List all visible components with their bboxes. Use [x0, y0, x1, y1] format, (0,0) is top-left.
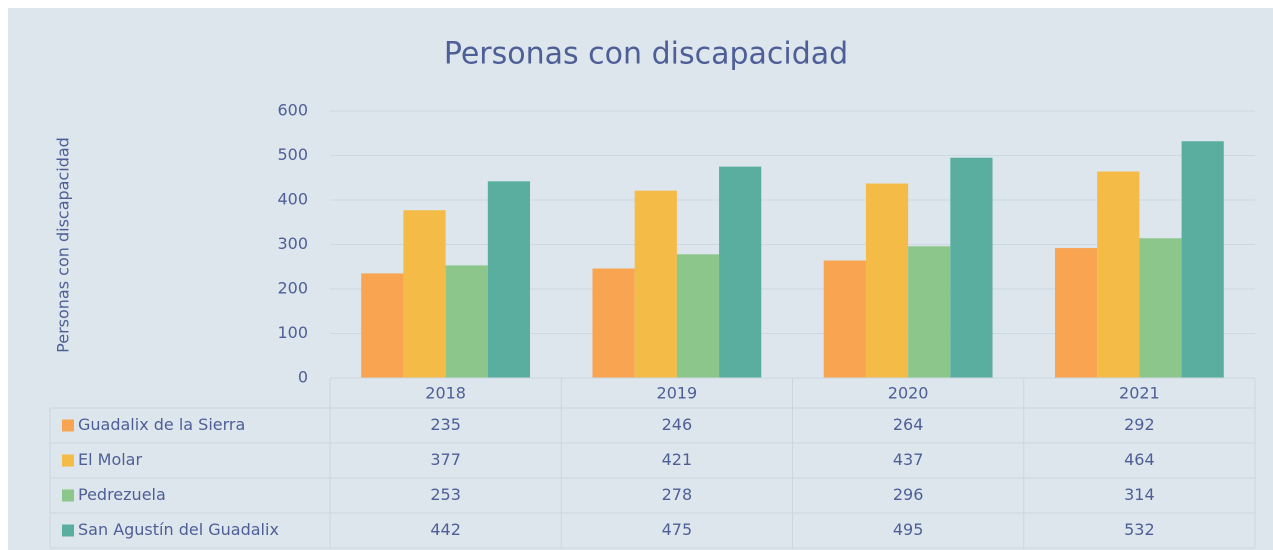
legend-swatch	[62, 489, 74, 502]
table-cell: 235	[430, 415, 461, 434]
bar	[445, 265, 488, 378]
table-cell: 246	[662, 415, 693, 434]
y-tick-label: 200	[277, 279, 308, 298]
table-cell: 292	[1124, 415, 1155, 434]
table-cell: 264	[893, 415, 924, 434]
table-cell: 532	[1124, 520, 1155, 539]
y-tick-label: 0	[298, 368, 308, 387]
bar	[1054, 248, 1098, 378]
legend-label: Pedrezuela	[78, 485, 166, 504]
bar	[487, 181, 531, 378]
y-tick-label: 100	[277, 323, 308, 342]
bar	[950, 157, 993, 378]
table-cell: 278	[662, 485, 693, 504]
x-tick-label: 2020	[888, 384, 929, 403]
table-cell: 437	[893, 450, 924, 469]
table-cell: 464	[1124, 450, 1155, 469]
table-cell: 296	[893, 485, 924, 504]
bar	[865, 183, 909, 378]
bar	[634, 190, 677, 378]
bar	[592, 268, 635, 378]
legend-swatch	[62, 454, 74, 467]
bar	[719, 166, 762, 378]
x-tick-label: 2021	[1119, 384, 1160, 403]
table-cell: 314	[1124, 485, 1155, 504]
chart-title: Personas con discapacidad	[444, 37, 848, 72]
bar	[908, 246, 951, 378]
y-tick-label: 600	[277, 101, 308, 120]
bar	[1097, 171, 1140, 378]
legend-swatch	[62, 524, 74, 537]
y-tick-label: 300	[277, 234, 308, 253]
legend-label: San Agustín del Guadalix	[78, 520, 279, 539]
bar	[1181, 141, 1224, 378]
x-tick-label: 2018	[425, 384, 466, 403]
table-cell: 377	[430, 450, 461, 469]
table-cell: 495	[893, 520, 924, 539]
table-cell: 475	[662, 520, 693, 539]
bar	[361, 273, 404, 378]
legend-label: El Molar	[78, 450, 142, 469]
legend-label: Guadalix de la Sierra	[78, 415, 245, 434]
legend-swatch	[62, 419, 74, 432]
y-tick-label: 500	[277, 145, 308, 164]
y-axis-title: Personas con discapacidad	[54, 137, 73, 353]
bar	[823, 260, 866, 378]
table-cell: 442	[430, 520, 461, 539]
bar	[676, 254, 720, 378]
table-cell: 421	[662, 450, 693, 469]
table-cell: 253	[430, 485, 461, 504]
bar	[403, 210, 446, 378]
x-tick-label: 2019	[657, 384, 698, 403]
bar	[1139, 238, 1182, 378]
y-tick-label: 400	[277, 190, 308, 209]
